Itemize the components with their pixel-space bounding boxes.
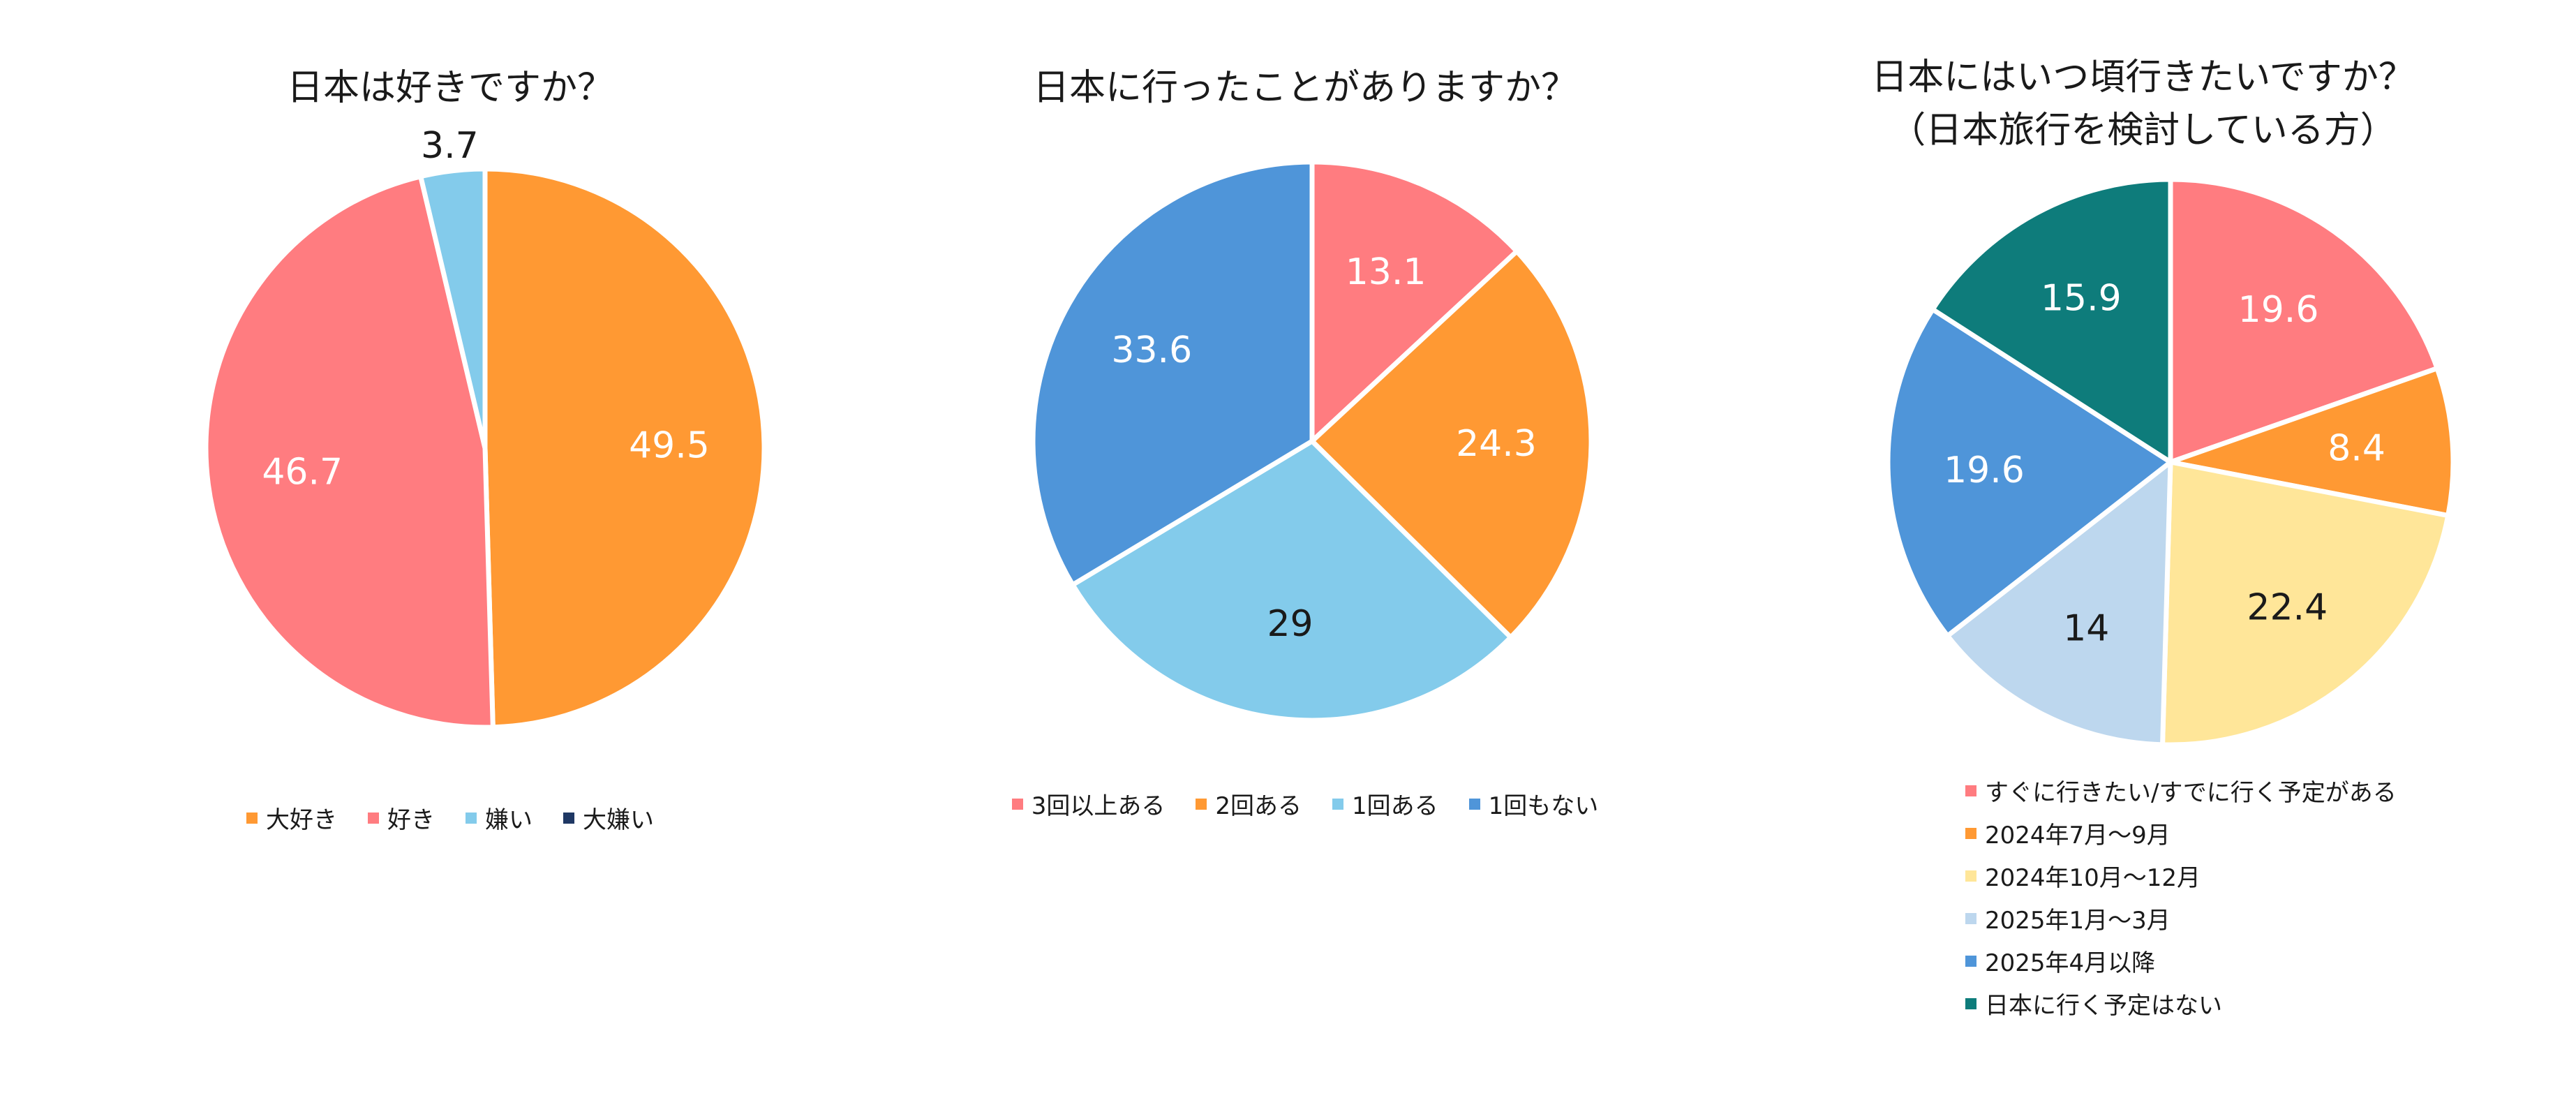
legend-item: 2024年7月～9月 bbox=[1965, 816, 2397, 850]
legend-item: 大好き bbox=[246, 801, 337, 835]
legend-item: 好き bbox=[368, 801, 435, 835]
data-label-2: 24.3 bbox=[1456, 423, 1537, 465]
data-label-4: 14 bbox=[2063, 607, 2109, 649]
chart-title-text: 日本は好きですか？ bbox=[286, 67, 613, 109]
legend-item: 2025年4月以降 bbox=[1965, 944, 2397, 978]
legend-label: すぐに行きたい/すでに行く予定がある bbox=[1985, 779, 2397, 807]
legend-label: 1回もない bbox=[1488, 792, 1599, 820]
pie-slice-6 bbox=[1930, 177, 2173, 465]
data-label-2: 46.7 bbox=[262, 451, 343, 493]
legend-item: 2025年1月～3月 bbox=[1965, 901, 2397, 935]
chart-subtitle-text: （日本旅行を検討している方） bbox=[1889, 110, 2397, 152]
chart-title: 日本にはいつ頃行きたいですか？ （日本旅行を検討している方） bbox=[1710, 56, 2576, 153]
legend-swatch bbox=[1965, 827, 1976, 839]
pie-slice-3 bbox=[1070, 438, 1514, 723]
legend-item: 2024年10月～12月 bbox=[1965, 859, 2397, 893]
legend-item: 1回ある bbox=[1332, 787, 1438, 821]
pie-slice-4 bbox=[1945, 459, 2173, 748]
legend-swatch bbox=[1965, 912, 1976, 924]
legend-label: 日本に行く予定はない bbox=[1985, 992, 2222, 1020]
data-label-1: 49.5 bbox=[629, 424, 710, 466]
data-label-3: 29 bbox=[1267, 603, 1313, 645]
legend-swatch bbox=[563, 812, 574, 824]
legend-swatch bbox=[246, 812, 258, 824]
chart-title: 日本は好きですか？ bbox=[0, 66, 900, 110]
legend-swatch bbox=[1468, 798, 1480, 810]
data-label-1: 13.1 bbox=[1346, 251, 1427, 293]
pie-slice-1 bbox=[1309, 159, 1519, 444]
chart-title-text: 日本にはいつ頃行きたいですか？ bbox=[1871, 57, 2415, 98]
legend-swatch bbox=[1965, 870, 1976, 882]
legend-item: すぐに行きたい/すでに行く予定がある bbox=[1965, 773, 2397, 808]
data-label-4: 33.6 bbox=[1111, 329, 1192, 371]
legend-label: 2025年4月以降 bbox=[1985, 949, 2156, 977]
pie-slice-2 bbox=[203, 174, 496, 730]
legend-item: 1回もない bbox=[1468, 787, 1599, 821]
data-label-2: 8.4 bbox=[2328, 427, 2385, 469]
legend-label: 大好き bbox=[266, 806, 337, 834]
legend-swatch bbox=[1965, 997, 1976, 1009]
legend-label: 2024年10月～12月 bbox=[1985, 864, 2201, 892]
legend-swatch bbox=[466, 812, 477, 824]
legend: 3回以上ある 2回ある 1回ある 1回もない bbox=[900, 787, 1710, 821]
pie-slice-3 bbox=[2160, 459, 2451, 748]
legend-swatch bbox=[1011, 798, 1023, 810]
legend-swatch bbox=[1965, 955, 1976, 967]
pie-slice-5 bbox=[1885, 306, 2173, 639]
data-label-5: 19.6 bbox=[1944, 450, 2025, 491]
legend-item: 日本に行く予定はない bbox=[1965, 986, 2397, 1021]
legend-item: 大嫌い bbox=[563, 801, 654, 835]
pie-slice-3 bbox=[418, 166, 488, 451]
legend-swatch bbox=[1196, 798, 1207, 810]
legend-item: 嫌い bbox=[466, 801, 533, 835]
chart-title-text: 日本に行ったことがありますか？ bbox=[1032, 67, 1577, 109]
chart-title: 日本に行ったことがありますか？ bbox=[900, 66, 1710, 110]
data-label-3: 22.4 bbox=[2247, 586, 2328, 628]
legend-label: 大嫌い bbox=[583, 806, 654, 834]
pie-plot: 19.6 8.4 22.4 14 19.6 15.9 bbox=[1885, 177, 2456, 748]
pie-plot: 13.1 24.3 29 33.6 bbox=[1030, 159, 1594, 723]
pie-chart-like-japan: 日本は好きですか？ 49.5 46.7 3.7 大好き 好き 嫌い 大嫌い bbox=[0, 0, 900, 1098]
pie-plot: 49.5 46.7 3.7 bbox=[203, 125, 767, 730]
legend-swatch bbox=[1965, 785, 1976, 796]
legend: すぐに行きたい/すでに行く予定がある 2024年7月～9月 2024年10月～12月… bbox=[1965, 773, 2397, 1029]
legend-label: 嫌い bbox=[485, 806, 533, 834]
pie-slice-2 bbox=[1309, 248, 1594, 640]
legend-swatch bbox=[368, 812, 379, 824]
legend-label: 好き bbox=[387, 806, 435, 834]
legend-swatch bbox=[1332, 798, 1343, 810]
legend-label: 1回ある bbox=[1352, 792, 1438, 820]
data-label-3: 3.7 bbox=[421, 125, 479, 167]
legend-item: 3回以上ある bbox=[1011, 787, 1166, 821]
pie-slice-2 bbox=[2168, 366, 2456, 519]
pie-chart-when-visit-japan: 日本にはいつ頃行きたいですか？ （日本旅行を検討している方） 19.6 8.4 22… bbox=[1710, 0, 2576, 1098]
pie-slice-4 bbox=[1030, 159, 1315, 588]
legend-item: 2回ある bbox=[1196, 787, 1302, 821]
data-label-1: 19.6 bbox=[2238, 289, 2319, 331]
legend: 大好き 好き 嫌い 大嫌い bbox=[0, 801, 900, 835]
legend-label: 2024年7月～9月 bbox=[1985, 822, 2171, 850]
legend-label: 2回ある bbox=[1215, 792, 1302, 820]
legend-label: 2025年1月～3月 bbox=[1985, 907, 2171, 935]
legend-label: 3回以上ある bbox=[1031, 792, 1166, 820]
data-label-6: 15.9 bbox=[2041, 277, 2122, 319]
pie-slice-1 bbox=[482, 166, 767, 730]
pie-chart-visited-japan: 日本に行ったことがありますか？ 13.1 24.3 29 33.6 3回以上ある 2回あ… bbox=[900, 0, 1710, 1098]
